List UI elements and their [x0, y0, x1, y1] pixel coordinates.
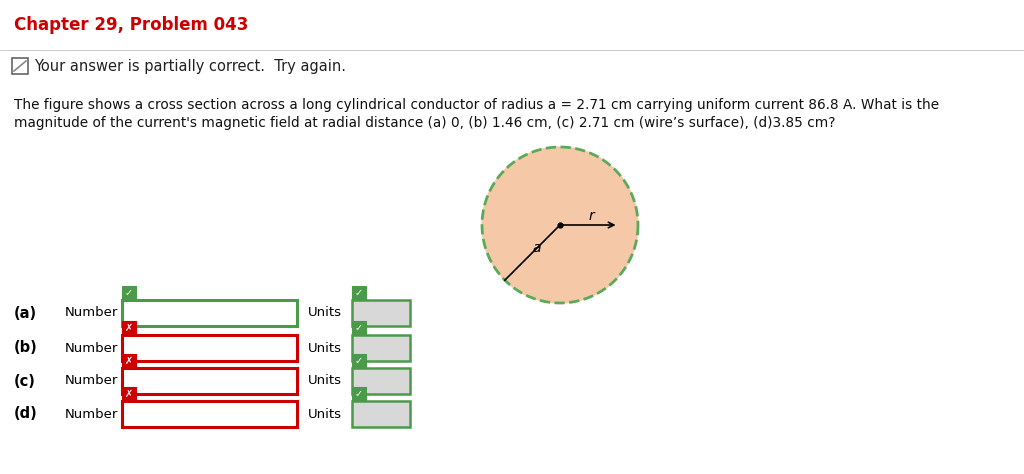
Text: Units: Units: [308, 374, 342, 388]
Text: (b): (b): [14, 340, 38, 356]
FancyBboxPatch shape: [122, 321, 136, 335]
Text: Units: Units: [308, 307, 342, 319]
FancyBboxPatch shape: [122, 354, 136, 368]
FancyBboxPatch shape: [352, 300, 410, 326]
Text: (d): (d): [14, 407, 38, 421]
Circle shape: [482, 147, 638, 303]
FancyBboxPatch shape: [122, 368, 297, 394]
Text: (a): (a): [14, 306, 37, 320]
Text: (c): (c): [14, 374, 36, 389]
Text: 0.0002: 0.0002: [128, 407, 176, 421]
Text: T: T: [359, 408, 368, 420]
FancyBboxPatch shape: [122, 335, 297, 361]
FancyBboxPatch shape: [352, 335, 410, 361]
FancyBboxPatch shape: [352, 321, 366, 335]
Text: ▼: ▼: [396, 308, 403, 318]
Text: Chapter 29, Problem 043: Chapter 29, Problem 043: [14, 16, 249, 34]
Text: r: r: [589, 209, 594, 223]
Text: ✓: ✓: [125, 288, 133, 298]
Text: ✗: ✗: [125, 323, 133, 333]
Text: Number: Number: [65, 374, 119, 388]
Text: Number: Number: [65, 408, 119, 420]
FancyBboxPatch shape: [12, 58, 28, 74]
FancyBboxPatch shape: [352, 401, 410, 427]
FancyBboxPatch shape: [122, 300, 297, 326]
Text: 0.0002: 0.0002: [128, 341, 176, 355]
FancyBboxPatch shape: [352, 387, 366, 401]
Text: T: T: [359, 374, 368, 388]
Text: T: T: [359, 307, 368, 319]
Text: Units: Units: [308, 341, 342, 355]
Text: ✓: ✓: [355, 389, 364, 399]
Text: Units: Units: [308, 408, 342, 420]
Text: ▼: ▼: [396, 376, 403, 386]
FancyBboxPatch shape: [352, 354, 366, 368]
Text: Your answer is partially correct.  Try again.: Your answer is partially correct. Try ag…: [34, 58, 346, 73]
Text: ✓: ✓: [355, 323, 364, 333]
Text: ▼: ▼: [396, 409, 403, 419]
Text: ✓: ✓: [355, 288, 364, 298]
Text: 0: 0: [128, 306, 137, 320]
FancyBboxPatch shape: [122, 387, 136, 401]
Text: ✗: ✗: [125, 356, 133, 366]
Text: a: a: [532, 241, 541, 255]
Text: Number: Number: [65, 341, 119, 355]
FancyBboxPatch shape: [352, 286, 366, 300]
Text: ✗: ✗: [125, 389, 133, 399]
Text: The figure shows a cross section across a long cylindrical conductor of radius a: The figure shows a cross section across …: [14, 98, 939, 112]
Text: Number: Number: [65, 307, 119, 319]
Text: ▼: ▼: [396, 343, 403, 353]
Text: magnitude of the current's magnetic field at radial distance (a) 0, (b) 1.46 cm,: magnitude of the current's magnetic fiel…: [14, 116, 836, 130]
Text: ✓: ✓: [355, 356, 364, 366]
Text: 0.0002: 0.0002: [128, 374, 176, 388]
Text: T: T: [359, 341, 368, 355]
FancyBboxPatch shape: [122, 286, 136, 300]
FancyBboxPatch shape: [352, 368, 410, 394]
FancyBboxPatch shape: [122, 401, 297, 427]
